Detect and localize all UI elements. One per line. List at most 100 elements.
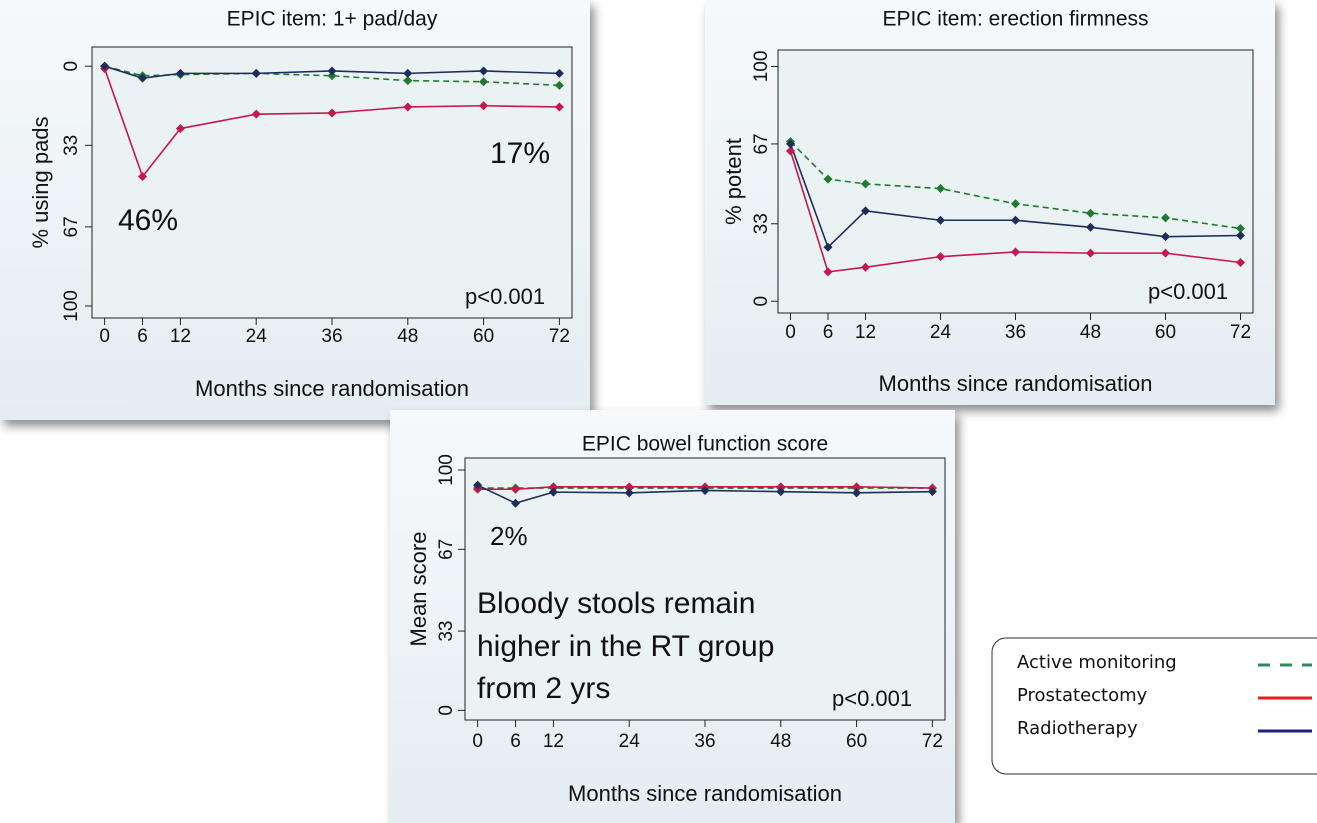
point [1011, 199, 1020, 209]
point [1161, 232, 1170, 242]
x-tick-label: 60 [1155, 322, 1176, 343]
legend: Active monitoring Prostatectomy Radiothera… [991, 637, 1317, 775]
point [251, 68, 261, 78]
x-tick-label: 6 [137, 326, 148, 347]
legend-label: Radiotherapy [1017, 718, 1138, 739]
point [1161, 213, 1170, 223]
point [327, 108, 337, 118]
point [479, 101, 489, 111]
x-tick-label: 24 [246, 326, 268, 347]
y-tick-label: 100 [436, 454, 457, 486]
point [786, 146, 795, 156]
x-tick-label: 60 [473, 326, 494, 347]
point [479, 77, 489, 87]
x-tick-label: 0 [785, 322, 796, 343]
x-tick-label: 12 [543, 731, 564, 752]
series-line [789, 150, 1241, 273]
point [861, 206, 870, 216]
chart-title: EPIC item: 1+ pad/day [227, 8, 438, 31]
point [936, 184, 945, 194]
y-axis-label: % using pads [28, 116, 53, 248]
y-tick-label: 67 [61, 216, 82, 237]
point [548, 482, 558, 492]
y-tick-label: 0 [751, 296, 772, 307]
x-tick-label: 48 [770, 731, 791, 752]
y-tick-label: 67 [436, 539, 457, 560]
point [861, 179, 870, 189]
x-axis-label: Months since randomisation [879, 371, 1153, 396]
point [554, 68, 564, 78]
x-tick-label: 36 [321, 326, 342, 347]
point [403, 68, 413, 78]
x-tick-label: 48 [1080, 322, 1101, 343]
point [852, 482, 862, 492]
y-tick-label: 100 [751, 51, 772, 83]
annotation: 17% [490, 137, 550, 170]
y-axis-label: Mean score [406, 532, 431, 647]
point [776, 482, 786, 492]
annotation: Bloody stools remain [477, 587, 755, 620]
point [175, 68, 185, 78]
point [624, 488, 634, 498]
series-line [477, 484, 933, 505]
point [936, 252, 945, 262]
point [511, 498, 521, 508]
chart-title: EPIC item: erection firmness [882, 8, 1148, 31]
point [251, 109, 261, 119]
annotation: 2% [490, 521, 528, 551]
x-tick-label: 24 [619, 731, 641, 752]
point [403, 102, 413, 112]
point [1011, 215, 1020, 225]
x-tick-label: 12 [855, 322, 876, 343]
annotation: 46% [118, 204, 178, 237]
x-tick-label: 6 [823, 322, 834, 343]
x-tick-label: 60 [846, 731, 867, 752]
point [548, 487, 558, 497]
point [1236, 223, 1245, 233]
series-line [104, 65, 560, 79]
point [1011, 247, 1020, 257]
x-tick-label: 72 [549, 326, 570, 347]
point [823, 174, 833, 184]
y-tick-label: 33 [61, 135, 82, 156]
chart-title: EPIC bowel function score [582, 433, 828, 456]
y-axis-label: % potent [721, 138, 746, 225]
point [776, 487, 786, 497]
point [1161, 248, 1170, 258]
y-tick-label: 67 [751, 133, 772, 154]
x-tick-label: 24 [930, 322, 952, 343]
point [936, 215, 945, 225]
y-tick-label: 0 [436, 705, 457, 716]
x-tick-label: 36 [694, 731, 715, 752]
x-tick-label: 48 [397, 326, 418, 347]
annotation: p<0.001 [465, 284, 545, 309]
y-tick-label: 100 [61, 290, 82, 322]
annotation: from 2 yrs [477, 672, 610, 705]
series-line [789, 143, 1241, 249]
x-tick-label: 0 [472, 731, 483, 752]
x-tick-label: 6 [510, 731, 521, 752]
x-tick-label: 72 [922, 731, 943, 752]
plot-area [777, 49, 1254, 314]
x-tick-label: 0 [99, 326, 110, 347]
point [327, 66, 337, 76]
plot-area [464, 457, 946, 721]
series-line [477, 486, 933, 491]
plot-area [91, 46, 573, 319]
x-axis-label: Months since randomisation [195, 376, 469, 401]
point [175, 124, 185, 134]
point [1086, 208, 1095, 218]
point [823, 242, 833, 252]
point [403, 76, 413, 86]
point [1236, 231, 1245, 241]
point [823, 267, 833, 277]
point [138, 172, 148, 182]
annotation: p<0.001 [832, 686, 912, 711]
point [100, 61, 110, 71]
point [786, 139, 795, 149]
legend-box [991, 637, 1317, 775]
x-tick-label: 12 [170, 326, 191, 347]
legend-label: Active monitoring [1017, 652, 1177, 673]
series-line [103, 68, 560, 179]
series-line [104, 65, 560, 87]
